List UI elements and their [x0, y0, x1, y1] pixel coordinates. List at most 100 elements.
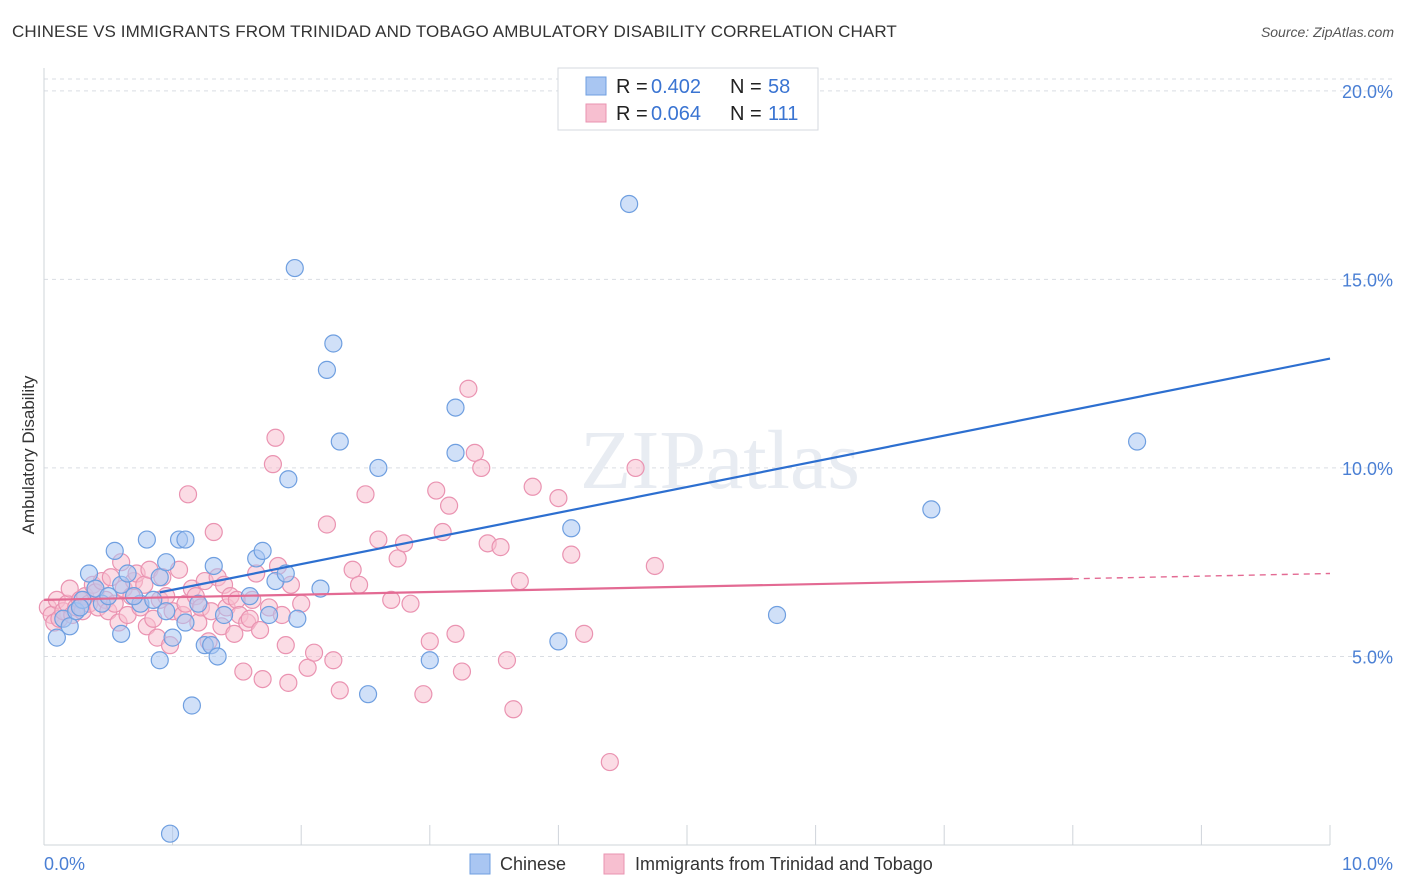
point-trinidad-101	[497, 651, 517, 670]
legend-swatch-trinidad	[585, 103, 607, 123]
point-chinese-14	[137, 530, 156, 549]
point-chinese-25	[182, 696, 201, 715]
point-trinidad-103	[510, 571, 529, 591]
point-trinidad-81	[343, 560, 362, 579]
legend-bottom-label-chinese: Chinese	[500, 854, 566, 874]
point-chinese-2	[60, 617, 79, 636]
x-tick-label-1: 10.0%	[1342, 854, 1393, 874]
point-chinese-8	[99, 587, 118, 606]
point-chinese-40	[288, 609, 307, 628]
point-chinese-26	[189, 594, 208, 613]
point-trinidad-85	[382, 590, 401, 610]
point-chinese-55	[1127, 432, 1147, 451]
point-trinidad-109	[626, 458, 645, 478]
point-trinidad-110	[645, 556, 664, 576]
point-chinese-34	[253, 541, 272, 560]
point-trinidad-89	[414, 685, 433, 704]
y-tick-label-1: 10.0%	[1342, 459, 1393, 479]
point-trinidad-65	[250, 620, 270, 640]
source-label: Source: ZipAtlas.com	[1260, 24, 1394, 40]
point-trinidad-102	[504, 700, 523, 719]
y-tick-label-2: 15.0%	[1342, 270, 1393, 290]
point-chinese-0	[47, 628, 66, 647]
point-chinese-16	[150, 651, 169, 670]
point-chinese-46	[369, 458, 388, 478]
point-chinese-56	[70, 598, 90, 617]
point-trinidad-104	[523, 477, 542, 496]
point-chinese-29	[208, 647, 227, 666]
point-trinidad-86	[388, 549, 407, 568]
point-chinese-12	[112, 624, 131, 643]
chart-title: CHINESE VS IMMIGRANTS FROM TRINIDAD AND …	[12, 22, 897, 41]
legend-r-label-2: R =	[616, 103, 648, 125]
axes	[43, 68, 1331, 846]
point-trinidad-105	[549, 488, 568, 508]
legend-n-value-1: 58	[768, 76, 790, 98]
point-trinidad-80	[330, 681, 349, 700]
point-chinese-30	[214, 605, 234, 625]
point-chinese-39	[285, 258, 304, 278]
point-trinidad-100	[491, 538, 510, 557]
point-trinidad-94	[446, 624, 465, 643]
legend-bottom: Chinese Immigrants from Trinidad and Tob…	[469, 853, 933, 875]
point-chinese-31	[204, 556, 223, 576]
point-chinese-50	[549, 632, 568, 651]
point-chinese-24	[176, 530, 195, 549]
legend-bottom-swatch-trinidad	[603, 853, 625, 875]
y-tick-label-3: 20.0%	[1342, 82, 1393, 102]
legend-n-label-1: N =	[730, 76, 762, 98]
y-axis-label: Ambulatory Disability	[19, 375, 38, 534]
point-chinese-37	[276, 564, 295, 583]
point-trinidad-76	[298, 658, 317, 677]
point-chinese-20	[160, 824, 180, 843]
point-chinese-35	[259, 605, 279, 625]
grid-lines	[44, 78, 1395, 657]
point-chinese-11	[118, 564, 137, 583]
point-chinese-41	[311, 579, 330, 598]
point-trinidad-43	[178, 485, 198, 504]
point-chinese-51	[562, 519, 581, 538]
point-trinidad-51	[204, 522, 223, 542]
point-trinidad-66	[253, 669, 272, 689]
legend-bottom-swatch-chinese	[469, 853, 491, 875]
point-chinese-45	[358, 685, 378, 704]
point-chinese-49	[446, 443, 465, 462]
y-tick-label-0: 5.0%	[1352, 647, 1393, 667]
point-trinidad-69	[266, 428, 285, 447]
point-trinidad-95	[452, 662, 472, 681]
point-chinese-38	[279, 470, 298, 489]
point-trinidad-83	[356, 485, 375, 504]
point-chinese-44	[317, 360, 337, 379]
point-trinidad-73	[279, 673, 298, 692]
point-trinidad-75	[292, 594, 311, 613]
point-trinidad-108	[600, 752, 619, 772]
legend-n-label-2: N =	[730, 103, 762, 125]
point-chinese-5	[79, 564, 99, 583]
x-tick-label-0: 0.0%	[44, 854, 85, 874]
trend-line-trinidad-dashed	[1072, 572, 1331, 580]
point-trinidad-91	[427, 481, 446, 500]
point-trinidad-60	[234, 662, 253, 681]
point-trinidad-72	[276, 636, 295, 655]
point-chinese-23	[176, 613, 195, 632]
trend-line-chinese	[159, 357, 1331, 594]
legend-swatch-chinese	[585, 76, 607, 96]
point-chinese-15	[144, 590, 163, 610]
point-trinidad-79	[324, 651, 343, 670]
legend-top: R = 0.402 N = 58 R = 0.064 N = 111	[557, 67, 819, 131]
point-trinidad-84	[369, 530, 388, 549]
point-chinese-47	[420, 651, 439, 670]
legend-r-value-1: 0.402	[651, 76, 701, 98]
point-chinese-18	[157, 553, 176, 572]
point-trinidad-107	[575, 624, 594, 643]
point-chinese-53	[767, 605, 787, 625]
point-chinese-19	[157, 602, 176, 621]
point-chinese-21	[163, 628, 182, 647]
point-trinidad-68	[263, 455, 283, 474]
legend-r-value-2: 0.064	[651, 103, 701, 125]
point-trinidad-7	[60, 579, 79, 598]
point-chinese-48	[446, 398, 465, 417]
watermark: ZIPatlas	[580, 414, 860, 507]
legend-n-value-2: 111	[768, 103, 798, 125]
point-trinidad-106	[562, 545, 581, 564]
